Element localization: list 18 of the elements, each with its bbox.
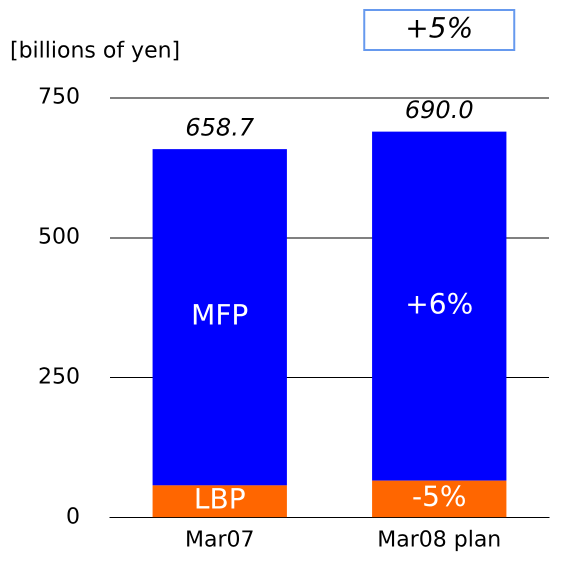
bar: [372, 480, 506, 518]
y-axis-title: [billions of yen]: [10, 38, 180, 64]
series-label: MFP: [191, 298, 248, 332]
series-label: LBP: [194, 482, 246, 516]
y-tick-label: 250: [38, 364, 80, 390]
bar: [372, 132, 506, 481]
total-label: 658.7: [185, 113, 255, 142]
total-label: 690.0: [404, 96, 474, 124]
bar: [152, 485, 287, 518]
bar: [152, 149, 287, 486]
x-tick-label: Mar08 plan: [377, 528, 502, 553]
y-tick-label: 500: [38, 224, 80, 250]
y-tick-label: 750: [38, 84, 80, 110]
annotation: +6%: [405, 287, 474, 320]
y-tick-label: 0: [66, 504, 80, 530]
x-tick-label: Mar07: [184, 528, 254, 553]
text: +5%: [405, 11, 474, 44]
annotation: -5%: [412, 480, 467, 514]
